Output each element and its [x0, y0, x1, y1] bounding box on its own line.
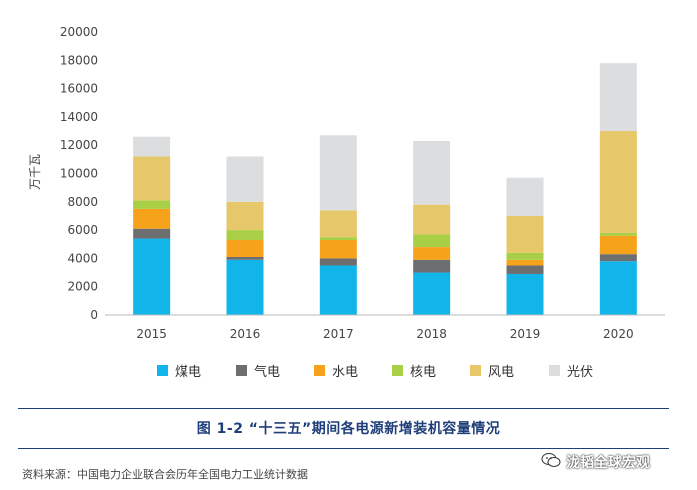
legend-label: 煤电	[175, 365, 202, 380]
bar-segment	[319, 135, 357, 211]
bar-segment	[319, 265, 357, 315]
bar-segment	[226, 240, 264, 257]
y-tick-label: 16000	[60, 82, 98, 96]
bar-segment	[226, 256, 264, 260]
legend-label: 气电	[254, 365, 281, 380]
legend-swatch	[392, 365, 403, 376]
bar-segment	[413, 259, 451, 273]
bar-segment	[133, 136, 171, 157]
y-tick-label: 14000	[60, 110, 98, 124]
watermark: 泷韬全球宏观	[541, 452, 650, 472]
wechat-icon	[541, 452, 561, 472]
legend-item: 煤电	[157, 361, 201, 380]
legend-swatch	[314, 365, 325, 376]
legend-item: 核电	[392, 361, 436, 380]
legend-swatch	[470, 365, 481, 376]
bar-segment	[133, 228, 171, 239]
y-tick-label: 18000	[60, 53, 98, 67]
bar-segment	[413, 140, 451, 205]
legend-label: 风电	[488, 365, 515, 380]
x-tick-label: 2018	[416, 327, 447, 341]
bar-segment	[506, 215, 544, 253]
bar-segment	[226, 230, 264, 241]
bar-segment	[506, 265, 544, 274]
y-tick-label: 12000	[60, 138, 98, 152]
y-tick-label: 20000	[60, 25, 98, 39]
bar-segment	[506, 177, 544, 216]
figure-caption: 图 1-2 “十三五”期间各电源新增装机容量情况	[196, 421, 501, 437]
watermark-text: 泷韬全球宏观	[566, 455, 650, 471]
bar-segment	[133, 208, 171, 229]
y-tick-label: 4000	[67, 251, 98, 265]
legend-item: 风电	[470, 361, 514, 380]
legend: 煤电 气电 水电 核电 风电 光伏	[0, 361, 697, 381]
bar-segment	[599, 254, 637, 262]
bar-segment	[506, 273, 544, 315]
caption-rule-top	[18, 408, 669, 409]
bar-segment	[506, 259, 544, 266]
bar-segment	[133, 156, 171, 201]
y-tick-label: 2000	[67, 280, 98, 294]
legend-swatch	[549, 365, 560, 376]
legend-label: 光伏	[567, 365, 594, 380]
bar-segment	[413, 234, 451, 248]
bar-segment	[599, 235, 637, 255]
bar-segment	[319, 258, 357, 266]
legend-item: 光伏	[549, 361, 593, 380]
bar-segment	[226, 201, 264, 231]
x-axis-ticks: 2015 2016 2017 2018 2019 2020	[136, 327, 633, 341]
y-tick-label: 0	[90, 308, 98, 322]
legend-item: 水电	[314, 361, 358, 380]
bar-segment	[319, 210, 357, 238]
bar-segment	[413, 204, 451, 235]
x-tick-label: 2016	[230, 327, 261, 341]
x-tick-label: 2015	[136, 327, 167, 341]
bar-segment	[506, 252, 544, 260]
legend-item: 气电	[236, 361, 280, 380]
x-tick-label: 2019	[510, 327, 541, 341]
bar-segment	[226, 259, 264, 315]
chart: 万千瓦 0 2000 4000 6000 8000 10000 12000 14000 1600…	[28, 25, 665, 341]
y-tick-label: 6000	[67, 223, 98, 237]
y-axis-ticks: 0 2000 4000 6000 8000 10000 12000 14000 16000 180…	[60, 25, 98, 322]
bar-segment	[599, 63, 637, 132]
bar-segment	[226, 156, 264, 202]
y-tick-label: 8000	[67, 195, 98, 209]
legend-label: 水电	[332, 365, 359, 380]
bar-segment	[599, 261, 637, 315]
legend-label: 核电	[410, 365, 437, 380]
y-axis-label: 万千瓦	[28, 154, 42, 190]
bar-segment	[599, 131, 637, 233]
bar-segment	[413, 247, 451, 260]
bar-segment	[413, 272, 451, 315]
legend-swatch	[157, 365, 168, 376]
bar-segment	[319, 237, 357, 241]
bar-segment	[599, 232, 637, 236]
bars	[133, 63, 637, 315]
source-note: 资料来源：中国电力企业联合会历年全国电力工业统计数据	[22, 468, 308, 481]
legend-swatch	[236, 365, 247, 376]
x-tick-label: 2017	[323, 327, 354, 341]
x-tick-label: 2020	[603, 327, 634, 341]
caption-rule-bottom	[18, 448, 669, 449]
y-tick-label: 10000	[60, 167, 98, 181]
bar-segment	[319, 240, 357, 259]
bar-segment	[133, 200, 171, 209]
bar-segment	[133, 238, 171, 315]
